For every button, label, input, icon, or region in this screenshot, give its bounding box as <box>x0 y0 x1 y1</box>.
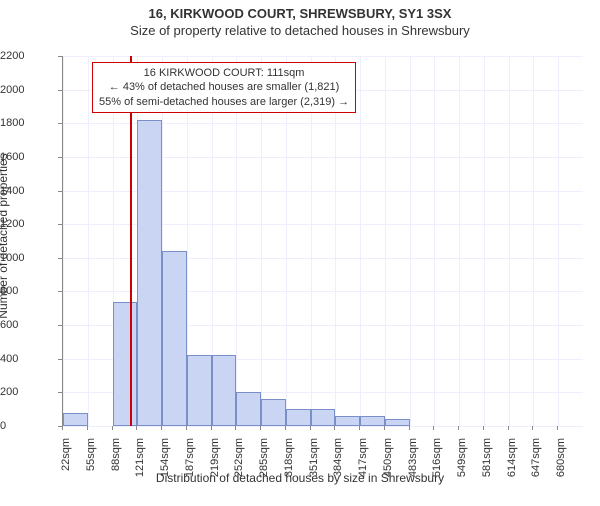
xtick-mark <box>557 426 558 430</box>
histogram-bar <box>311 409 336 426</box>
gridline-v <box>509 56 510 426</box>
histogram-bar <box>63 413 88 426</box>
gridline-v <box>360 56 361 426</box>
ytick-mark <box>58 191 62 192</box>
xtick-label: 121sqm <box>134 438 146 498</box>
gridline-v <box>558 56 559 426</box>
xtick-label: 680sqm <box>555 438 567 498</box>
xtick-label: 614sqm <box>506 438 518 498</box>
histogram-bar <box>261 399 286 426</box>
xtick-label: 483sqm <box>407 438 419 498</box>
ytick-mark <box>58 291 62 292</box>
ytick-mark <box>58 392 62 393</box>
gridline-v <box>88 56 89 426</box>
ytick-mark <box>58 90 62 91</box>
gridline-v <box>533 56 534 426</box>
xtick-mark <box>508 426 509 430</box>
annotation-line2: ← 43% of detached houses are smaller (1,… <box>99 80 349 94</box>
ytick-mark <box>58 224 62 225</box>
xtick-label: 88sqm <box>110 438 122 498</box>
xtick-mark <box>62 426 63 430</box>
xtick-label: 285sqm <box>258 438 270 498</box>
gridline-v <box>434 56 435 426</box>
ytick-label: 400 <box>0 353 56 365</box>
histogram-bar <box>335 416 360 426</box>
histogram-bar <box>360 416 385 426</box>
xtick-mark <box>458 426 459 430</box>
ytick-mark <box>58 56 62 57</box>
xtick-mark <box>285 426 286 430</box>
ytick-label: 2200 <box>0 50 56 62</box>
ytick-mark <box>58 123 62 124</box>
xtick-label: 22sqm <box>60 438 72 498</box>
xtick-mark <box>112 426 113 430</box>
histogram-bar <box>113 302 138 426</box>
histogram-bar <box>162 251 187 426</box>
xtick-mark <box>409 426 410 430</box>
histogram-bar <box>187 355 212 426</box>
ytick-label: 2000 <box>0 84 56 96</box>
histogram-bar <box>385 419 410 426</box>
annotation-line1: 16 KIRKWOOD COURT: 111sqm <box>99 66 349 80</box>
xtick-label: 581sqm <box>481 438 493 498</box>
ytick-label: 800 <box>0 285 56 297</box>
ytick-label: 1800 <box>0 117 56 129</box>
xtick-mark <box>161 426 162 430</box>
gridline-v <box>410 56 411 426</box>
xtick-label: 647sqm <box>530 438 542 498</box>
ytick-mark <box>58 258 62 259</box>
xtick-label: 450sqm <box>382 438 394 498</box>
xtick-label: 219sqm <box>209 438 221 498</box>
gridline-v <box>459 56 460 426</box>
xtick-mark <box>211 426 212 430</box>
xtick-mark <box>433 426 434 430</box>
gridline-v <box>385 56 386 426</box>
xtick-mark <box>260 426 261 430</box>
xtick-label: 417sqm <box>357 438 369 498</box>
xtick-mark <box>186 426 187 430</box>
ytick-label: 1600 <box>0 151 56 163</box>
xtick-mark <box>87 426 88 430</box>
ytick-mark <box>58 157 62 158</box>
xtick-mark <box>359 426 360 430</box>
xtick-label: 516sqm <box>431 438 443 498</box>
ytick-label: 1200 <box>0 218 56 230</box>
xtick-mark <box>483 426 484 430</box>
xtick-mark <box>136 426 137 430</box>
ytick-label: 600 <box>0 319 56 331</box>
xtick-mark <box>532 426 533 430</box>
ytick-label: 1400 <box>0 185 56 197</box>
xtick-mark <box>384 426 385 430</box>
xtick-label: 549sqm <box>456 438 468 498</box>
histogram-bar <box>137 120 162 426</box>
xtick-mark <box>334 426 335 430</box>
ytick-mark <box>58 359 62 360</box>
xtick-mark <box>235 426 236 430</box>
annotation-box: 16 KIRKWOOD COURT: 111sqm← 43% of detach… <box>92 62 356 113</box>
gridline-h <box>63 426 583 427</box>
histogram-bar <box>212 355 237 426</box>
xtick-label: 318sqm <box>283 438 295 498</box>
gridline-h <box>63 56 583 57</box>
ytick-mark <box>58 325 62 326</box>
ytick-label: 1000 <box>0 252 56 264</box>
xtick-label: 55sqm <box>85 438 97 498</box>
title-sub: Size of property relative to detached ho… <box>0 23 600 38</box>
xtick-label: 384sqm <box>332 438 344 498</box>
xtick-label: 187sqm <box>184 438 196 498</box>
title-main: 16, KIRKWOOD COURT, SHREWSBURY, SY1 3SX <box>0 6 600 21</box>
ytick-label: 0 <box>0 420 56 432</box>
xtick-label: 252sqm <box>233 438 245 498</box>
gridline-v <box>63 56 64 426</box>
xtick-mark <box>310 426 311 430</box>
histogram-bar <box>236 392 261 426</box>
xtick-label: 351sqm <box>308 438 320 498</box>
xtick-label: 154sqm <box>159 438 171 498</box>
annotation-line3: 55% of semi-detached houses are larger (… <box>99 95 349 109</box>
gridline-v <box>484 56 485 426</box>
histogram-bar <box>286 409 311 426</box>
ytick-label: 200 <box>0 386 56 398</box>
